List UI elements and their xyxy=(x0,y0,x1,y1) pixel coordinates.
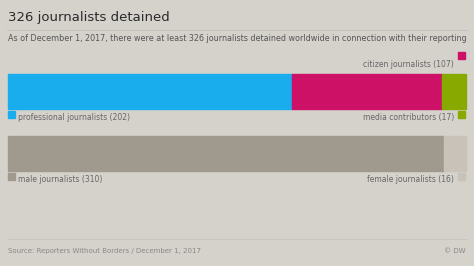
Text: Source: Reporters Without Borders / December 1, 2017: Source: Reporters Without Borders / Dece… xyxy=(8,248,201,254)
Bar xyxy=(458,52,465,59)
Bar xyxy=(8,111,15,118)
Text: professional journalists (202): professional journalists (202) xyxy=(18,113,130,122)
Text: media contributors (17): media contributors (17) xyxy=(363,113,454,122)
Bar xyxy=(444,136,466,171)
Text: © DW: © DW xyxy=(445,248,466,254)
Bar xyxy=(8,136,444,171)
Text: As of December 1, 2017, there were at least 326 journalists detained worldwide i: As of December 1, 2017, there were at le… xyxy=(8,34,466,43)
Bar xyxy=(458,111,465,118)
Text: female journalists (16): female journalists (16) xyxy=(367,175,454,184)
Bar xyxy=(8,173,15,180)
Text: 326 journalists detained: 326 journalists detained xyxy=(8,11,170,24)
Text: citizen journalists (107): citizen journalists (107) xyxy=(363,60,454,69)
Bar xyxy=(458,173,465,180)
Text: male journalists (310): male journalists (310) xyxy=(18,175,102,184)
Bar xyxy=(442,74,466,109)
Bar xyxy=(292,74,442,109)
Bar xyxy=(8,74,292,109)
